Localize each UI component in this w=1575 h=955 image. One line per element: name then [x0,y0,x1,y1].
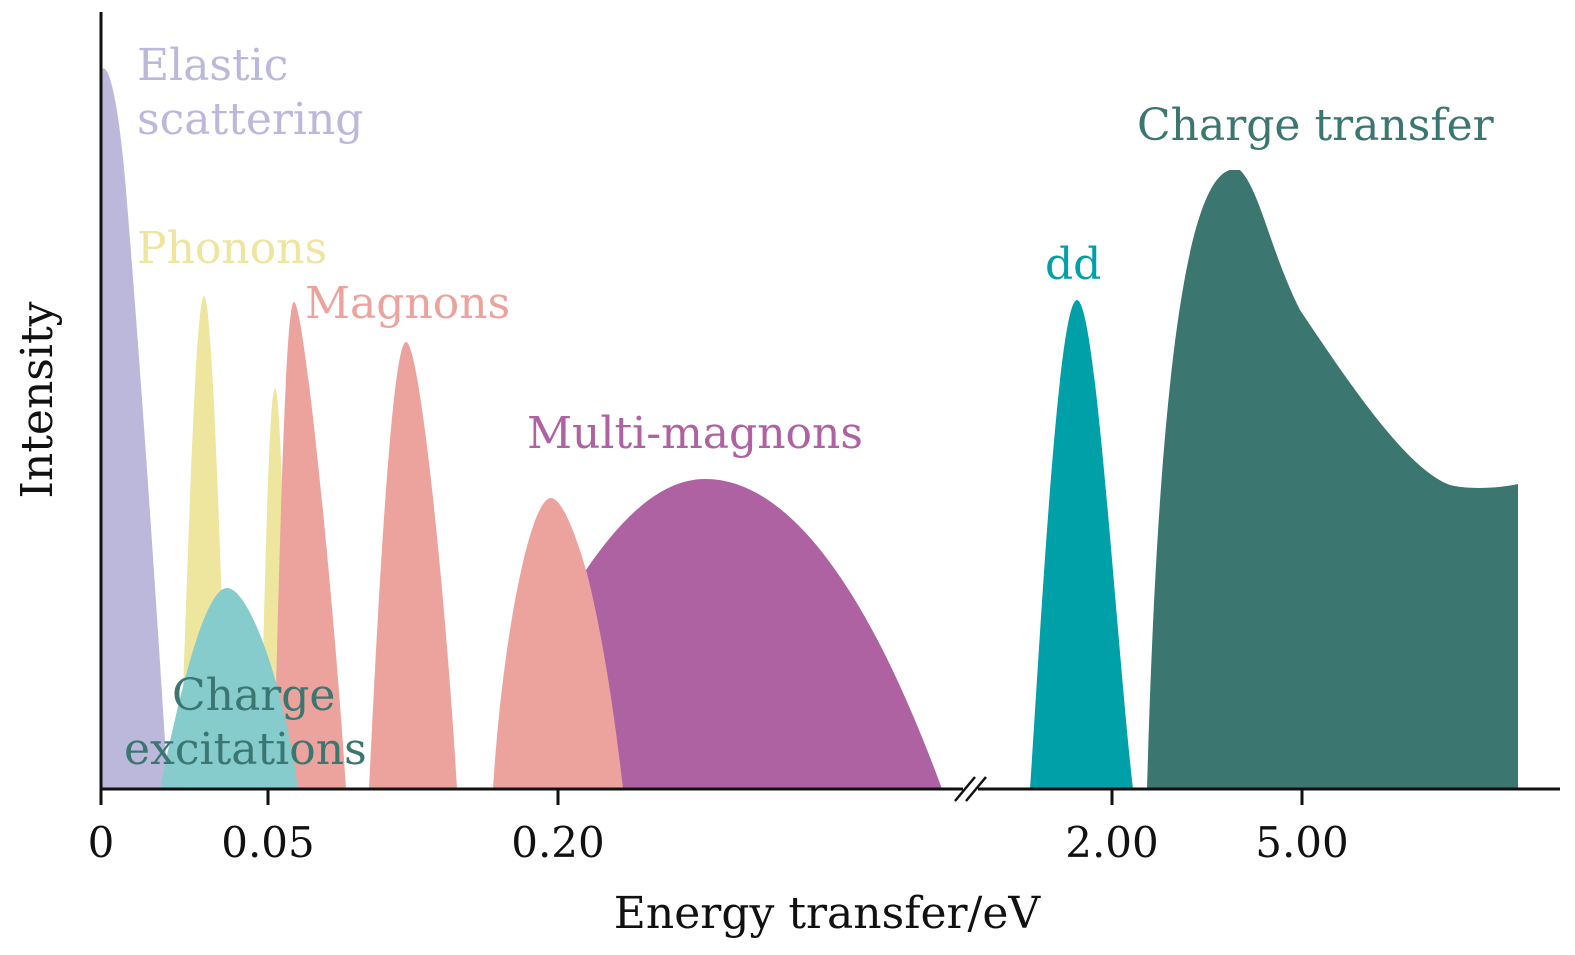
x-axis-label: Energy transfer/eV [614,888,1042,939]
y-axis-label: Intensity [12,301,63,498]
magnons-peak-2 [369,342,457,789]
x-ticks: 0 0.05 0.20 2.00 5.00 [88,789,1349,867]
magnons-label: Magnons [305,278,510,329]
charge-excitations-peak [160,588,298,789]
dd-label: dd [1045,239,1101,290]
x-tick-label-5-00: 5.00 [1255,818,1349,867]
x-tick-label-0-20: 0.20 [511,818,605,867]
multi-magnons-peak [586,479,942,789]
elastic-scattering-peak [101,68,168,790]
magnons-peak [273,302,346,789]
charge-transfer-peak [1147,170,1518,789]
peak-areas [101,68,1518,790]
charge-excitations-label-line-2: excitations [124,724,367,775]
phonons-label: Phonons [137,223,327,274]
elastic-scattering-label-line-1: Elastic [137,40,288,91]
x-tick-label-0-05: 0.05 [221,818,315,867]
elastic-scattering-label-line-2: scattering [137,94,363,145]
magnons-peak-3 [493,498,623,789]
x-tick-label-2-00: 2.00 [1065,818,1159,867]
x-tick-label-0: 0 [88,818,115,867]
charge-transfer-label: Charge transfer [1137,100,1495,151]
axis-break-icon [954,776,987,802]
charge-excitations-label-line-1: Charge [172,670,335,721]
dd-peak [1030,300,1133,789]
multi-magnons-label: Multi-magnons [527,408,863,459]
axes [99,12,1560,802]
